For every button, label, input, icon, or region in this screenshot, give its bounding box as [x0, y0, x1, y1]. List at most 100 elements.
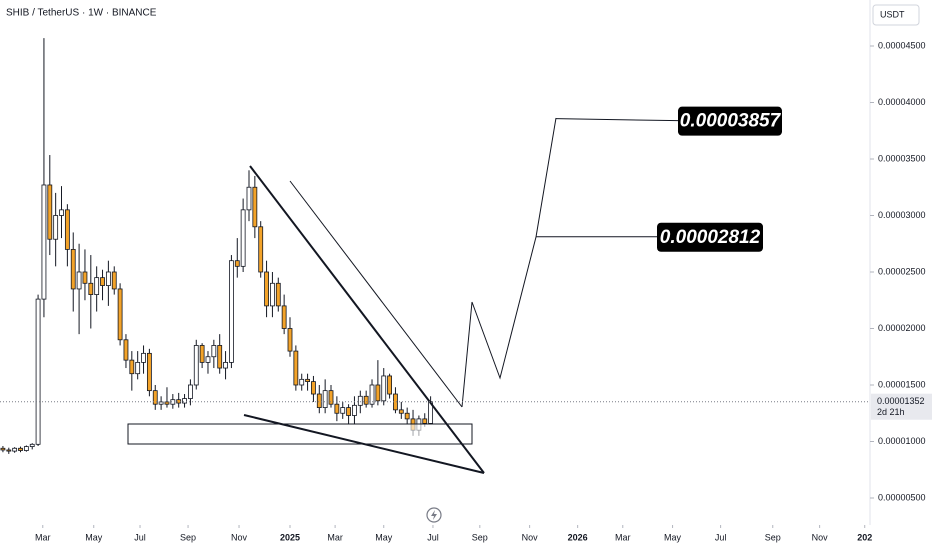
x-tick-label: Jul	[427, 532, 439, 542]
candle-body	[281, 305, 287, 329]
target-line	[555, 118, 679, 122]
candle-body	[316, 393, 322, 408]
candle-body	[340, 407, 346, 414]
x-tick-label: Nov	[522, 532, 539, 542]
candle-body	[422, 418, 428, 424]
candle-body	[35, 298, 41, 445]
candle-body	[135, 361, 141, 375]
candle-body	[352, 404, 357, 416]
candle-body	[64, 209, 70, 250]
candle-body	[188, 384, 193, 399]
candle-body	[76, 271, 82, 290]
candle-body	[234, 260, 240, 267]
y-tick-label: 0.00003000	[878, 210, 926, 220]
candle-body	[322, 390, 328, 408]
candle-body	[100, 277, 105, 286]
candle-body	[164, 401, 170, 405]
candle-body	[258, 226, 264, 273]
x-tick-label: Sep	[765, 532, 781, 542]
candle-body	[375, 384, 381, 402]
candle-body	[264, 271, 269, 307]
y-tick-label: 0.00000500	[878, 492, 926, 502]
candle-body	[404, 412, 410, 420]
x-tick-label: Mar	[327, 532, 343, 542]
x-tick-label: Mar	[35, 532, 51, 542]
candle-body	[334, 403, 340, 414]
support-box	[127, 423, 473, 445]
candle-body	[146, 352, 152, 392]
y-tick-label: 0.00002000	[878, 323, 926, 333]
y-tick-label: 0.00002500	[878, 266, 926, 276]
target-box	[678, 106, 782, 136]
x-tick-label: 202	[857, 532, 872, 542]
candle-body	[246, 186, 252, 211]
candle-body	[182, 398, 187, 404]
candle-body	[29, 443, 35, 447]
plot	[0, 38, 434, 454]
x-tick-label: 2026	[568, 532, 588, 542]
parallel-line	[289, 180, 463, 408]
candle-body	[141, 352, 146, 363]
y-tick-label: 0.00001000	[878, 436, 926, 446]
y-tick-label: 0.00003500	[878, 153, 926, 163]
lightning	[431, 510, 437, 520]
currency: USDT	[880, 9, 905, 19]
candle-body	[18, 447, 23, 451]
candle-body	[41, 184, 47, 300]
upper-trendline	[249, 165, 485, 474]
x-tick-label: Nov	[231, 532, 248, 542]
candle-body	[328, 390, 334, 405]
candle-body	[117, 288, 123, 341]
candle-body	[94, 277, 100, 295]
candle-body	[287, 328, 293, 352]
x-tick-label: 2025	[280, 532, 300, 542]
x-tick-label: Sep	[180, 532, 196, 542]
candle-body	[252, 186, 258, 228]
candle-body	[199, 345, 205, 363]
candle-body	[12, 447, 18, 452]
event-icon[interactable]	[426, 507, 442, 523]
x-tick-label: May	[85, 532, 103, 542]
target-label: 0.00003857	[680, 111, 782, 132]
target-box	[657, 222, 763, 252]
candle-body	[398, 409, 404, 414]
last-price-box	[871, 393, 932, 420]
candle-body	[363, 395, 369, 405]
drawings	[127, 117, 557, 523]
candle-body	[123, 339, 129, 361]
candle-body	[152, 390, 158, 405]
x-tick-label: Sep	[472, 532, 488, 542]
candle-body	[47, 184, 53, 240]
candle-body	[59, 209, 64, 216]
last-price-label: 0.00001352	[877, 396, 925, 406]
candle-body	[211, 345, 217, 358]
x-tick-label: May	[375, 532, 393, 542]
candle-body	[82, 271, 88, 284]
x-tick-label: Nov	[812, 532, 829, 542]
candle-body	[105, 271, 111, 286]
candle-body	[305, 378, 310, 383]
candle-body	[53, 215, 59, 240]
candle-body	[111, 271, 117, 290]
candle-body	[381, 375, 387, 402]
candle-body	[357, 395, 363, 406]
x-tick-label: Jul	[134, 532, 146, 542]
candle-body	[23, 446, 29, 451]
candle-body	[88, 282, 94, 295]
candle-body	[217, 345, 223, 369]
candle-body	[346, 407, 351, 416]
candle-body	[369, 384, 375, 405]
y-tick-label: 0.00001500	[878, 379, 926, 389]
projection-path	[461, 117, 557, 408]
candle-body	[205, 356, 211, 363]
currency-box[interactable]	[872, 4, 920, 26]
candle-body	[158, 401, 164, 405]
candle-body	[0, 447, 6, 451]
candle-body	[311, 381, 316, 395]
x-tick-label: Jul	[715, 532, 727, 542]
y-tick-label: 0.00004500	[878, 40, 926, 50]
candle-body	[275, 282, 281, 307]
